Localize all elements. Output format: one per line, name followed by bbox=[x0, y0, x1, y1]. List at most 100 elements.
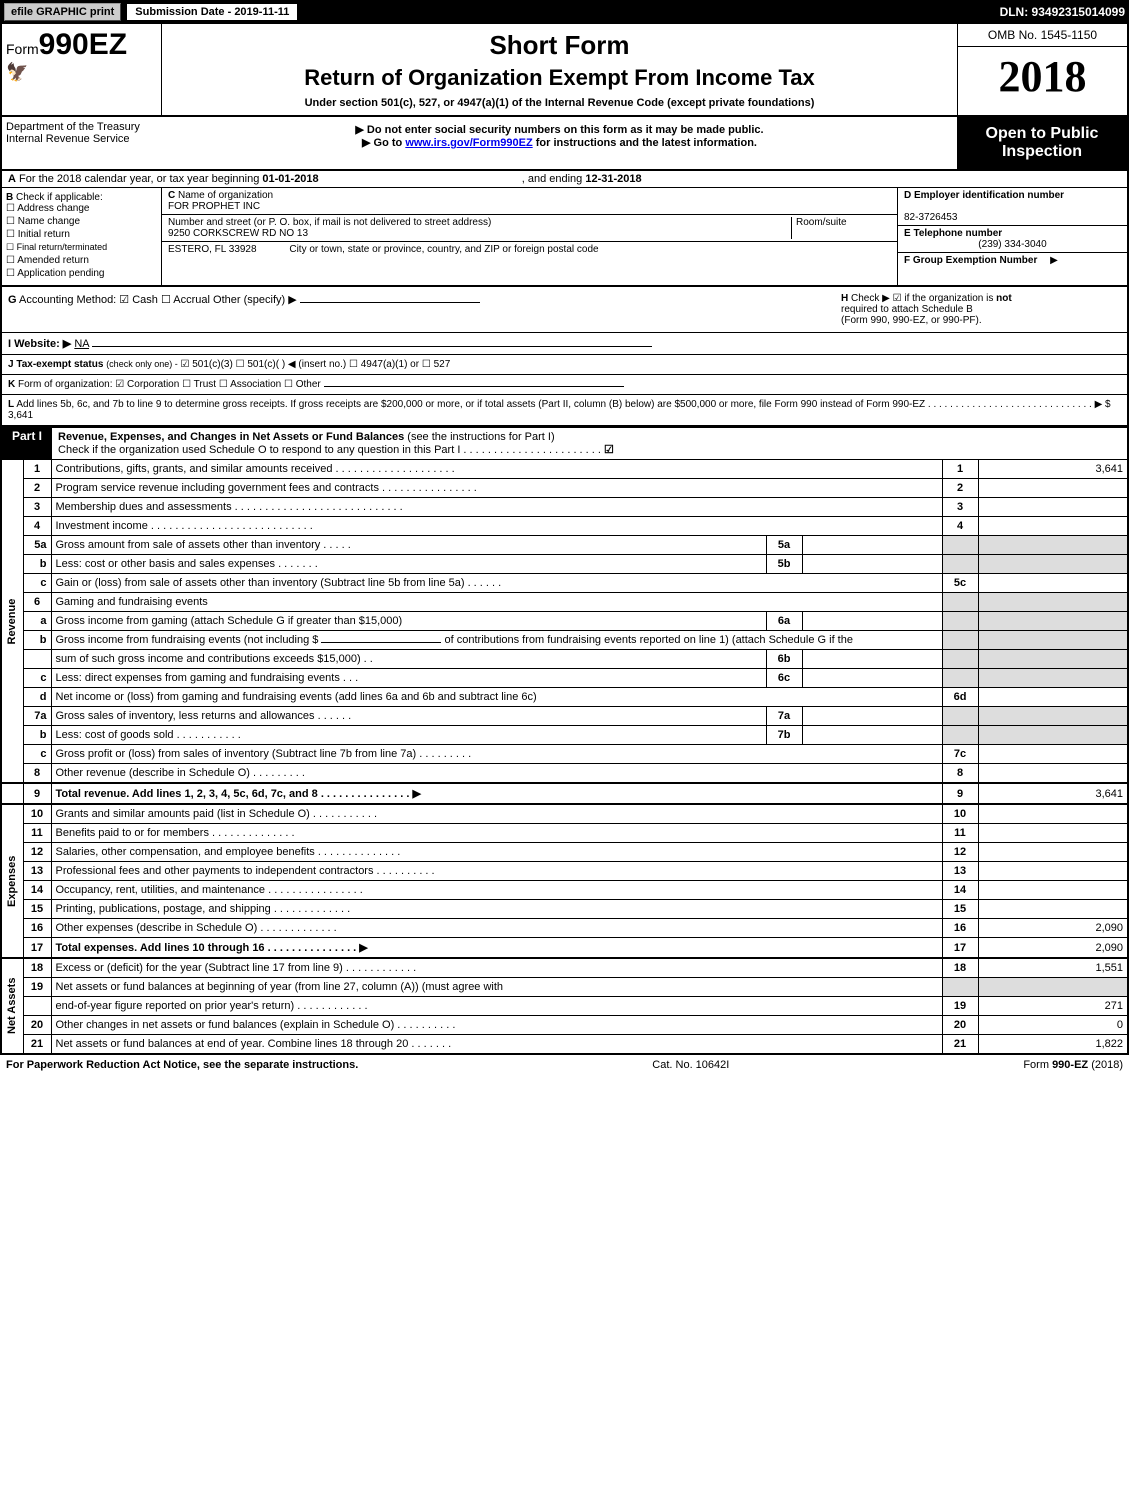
j-501c3[interactable]: 501(c)(3) bbox=[192, 359, 233, 370]
header-row2: Department of the Treasury Internal Reve… bbox=[0, 117, 1129, 171]
chk-amended-return-label: Amended return bbox=[17, 255, 89, 266]
part1-title: Revenue, Expenses, and Changes in Net As… bbox=[52, 426, 1127, 459]
r5b-val bbox=[978, 555, 1128, 574]
k-corp[interactable]: Corporation bbox=[127, 379, 179, 390]
row-20: 20 Other changes in net assets or fund b… bbox=[1, 1016, 1128, 1035]
r6-text: Gaming and fundraising events bbox=[51, 593, 942, 612]
r20-val: 0 bbox=[978, 1016, 1128, 1035]
r5a-val bbox=[978, 536, 1128, 555]
footer-left: For Paperwork Reduction Act Notice, see … bbox=[6, 1059, 358, 1071]
public-notices: ▶ Do not enter social security numbers o… bbox=[162, 117, 957, 169]
irs-gov-link[interactable]: www.irs.gov/Form990EZ bbox=[405, 137, 532, 149]
r7c-num: c bbox=[23, 745, 51, 764]
k-other[interactable]: Other bbox=[296, 379, 321, 390]
g-other-input[interactable] bbox=[300, 302, 480, 303]
r5c-num: c bbox=[23, 574, 51, 593]
r1-num: 1 bbox=[23, 460, 51, 479]
r7b-rnum bbox=[942, 726, 978, 745]
row-17: 17 Total expenses. Add lines 10 through … bbox=[1, 938, 1128, 959]
row-19b: end-of-year figure reported on prior yea… bbox=[1, 997, 1128, 1016]
r7a-inval bbox=[802, 707, 942, 726]
r19-rnum bbox=[942, 978, 978, 997]
chk-application-pending[interactable]: ☐ Application pending bbox=[6, 268, 157, 279]
r3-text: Membership dues and assessments . . . . … bbox=[51, 498, 942, 517]
chk-final-return-label: Final return/terminated bbox=[17, 242, 108, 252]
return-title: Return of Organization Exempt From Incom… bbox=[172, 65, 947, 91]
row-12: 12 Salaries, other compensation, and emp… bbox=[1, 843, 1128, 862]
r1-val: 3,641 bbox=[978, 460, 1128, 479]
k-trust[interactable]: Trust bbox=[194, 379, 216, 390]
r2-text: Program service revenue including govern… bbox=[51, 479, 942, 498]
r6b2-innum: 6b bbox=[766, 650, 802, 669]
h-not: not bbox=[996, 293, 1012, 304]
r6-num: 6 bbox=[23, 593, 51, 612]
j-4947[interactable]: 4947(a)(1) or bbox=[361, 359, 419, 370]
room-suite-box: Room/suite bbox=[791, 217, 891, 239]
r7a-innum: 7a bbox=[766, 707, 802, 726]
r19-text: Net assets or fund balances at beginning… bbox=[51, 978, 942, 997]
chk-address-change[interactable]: ☐ Address change bbox=[6, 203, 157, 214]
r6a-inval bbox=[802, 612, 942, 631]
row-7c: c Gross profit or (loss) from sales of i… bbox=[1, 745, 1128, 764]
r10-num: 10 bbox=[23, 804, 51, 824]
row-6c: c Less: direct expenses from gaming and … bbox=[1, 669, 1128, 688]
r7c-text: Gross profit or (loss) from sales of inv… bbox=[51, 745, 942, 764]
chk-name-change[interactable]: ☐ Name change bbox=[6, 216, 157, 227]
j-501c[interactable]: 501(c)( ) ◀ (insert no.) bbox=[247, 359, 346, 370]
form-title-box: Short Form Return of Organization Exempt… bbox=[162, 24, 957, 115]
r17-val: 2,090 bbox=[978, 938, 1128, 959]
open-to-public-box: Open to Public Inspection bbox=[957, 117, 1127, 169]
part1-title-text: Revenue, Expenses, and Changes in Net As… bbox=[58, 431, 404, 443]
chk-final-return[interactable]: ☐ Final return/terminated bbox=[6, 242, 157, 253]
column-b: B Check if applicable: ☐ Address change … bbox=[2, 188, 162, 285]
section-h: H Check ▶ ☑ if the organization is not r… bbox=[841, 293, 1121, 326]
part1-sub: (see the instructions for Part I) bbox=[407, 431, 554, 443]
r7a-text: Gross sales of inventory, less returns a… bbox=[51, 707, 766, 726]
tax-year-end: 12-31-2018 bbox=[585, 173, 641, 185]
city-value: ESTERO, FL 33928 bbox=[168, 244, 257, 255]
g-other[interactable]: Other (specify) ▶ bbox=[213, 294, 297, 306]
tax-year-begin: 01-01-2018 bbox=[262, 173, 318, 185]
row-8: 8 Other revenue (describe in Schedule O)… bbox=[1, 764, 1128, 784]
r6b-blank[interactable] bbox=[321, 642, 441, 643]
row-13: 13 Professional fees and other payments … bbox=[1, 862, 1128, 881]
c-label: C bbox=[168, 190, 175, 201]
chk-amended-return[interactable]: ☐ Amended return bbox=[6, 255, 157, 266]
r7a-val bbox=[978, 707, 1128, 726]
efile-print-button[interactable]: efile GRAPHIC print bbox=[4, 3, 121, 21]
city-row: ESTERO, FL 33928 City or town, state or … bbox=[162, 242, 897, 268]
k-assoc[interactable]: Association bbox=[230, 379, 281, 390]
r4-rnum: 4 bbox=[942, 517, 978, 536]
g-cash[interactable]: Cash bbox=[132, 294, 158, 306]
row-5b: b Less: cost or other basis and sales ex… bbox=[1, 555, 1128, 574]
r8-num: 8 bbox=[23, 764, 51, 784]
city-label: City or town, state or province, country… bbox=[289, 244, 598, 255]
line-a-label: A bbox=[8, 173, 16, 185]
chk-initial-return[interactable]: ☐ Initial return bbox=[6, 229, 157, 240]
r11-rnum: 11 bbox=[942, 824, 978, 843]
org-name-row: C Name of organization FOR PROPHET INC bbox=[162, 188, 897, 215]
r16-rnum: 16 bbox=[942, 919, 978, 938]
j-527[interactable]: 527 bbox=[434, 359, 451, 370]
f-label: F Group Exemption Number bbox=[904, 255, 1037, 266]
r4-val bbox=[978, 517, 1128, 536]
row-6: 6 Gaming and fundraising events bbox=[1, 593, 1128, 612]
row-5c: c Gain or (loss) from sale of assets oth… bbox=[1, 574, 1128, 593]
r9-text: Total revenue. Add lines 1, 2, 3, 4, 5c,… bbox=[51, 783, 942, 804]
r1-rnum: 1 bbox=[942, 460, 978, 479]
r17-num: 17 bbox=[23, 938, 51, 959]
r3-val bbox=[978, 498, 1128, 517]
r6a-val bbox=[978, 612, 1128, 631]
r20-rnum: 20 bbox=[942, 1016, 978, 1035]
g-accrual[interactable]: Accrual bbox=[173, 294, 210, 306]
section-l: L Add lines 5b, 6c, and 7b to line 9 to … bbox=[0, 395, 1129, 426]
netassets-vlabel: Net Assets bbox=[1, 958, 23, 1054]
i-label: I Website: ▶ bbox=[8, 338, 71, 350]
h-text3: required to attach Schedule B bbox=[841, 304, 973, 315]
r12-text: Salaries, other compensation, and employ… bbox=[51, 843, 942, 862]
r5a-innum: 5a bbox=[766, 536, 802, 555]
row-14: 14 Occupancy, rent, utilities, and maint… bbox=[1, 881, 1128, 900]
r10-val bbox=[978, 804, 1128, 824]
r6d-val bbox=[978, 688, 1128, 707]
r6-rnum bbox=[942, 593, 978, 612]
